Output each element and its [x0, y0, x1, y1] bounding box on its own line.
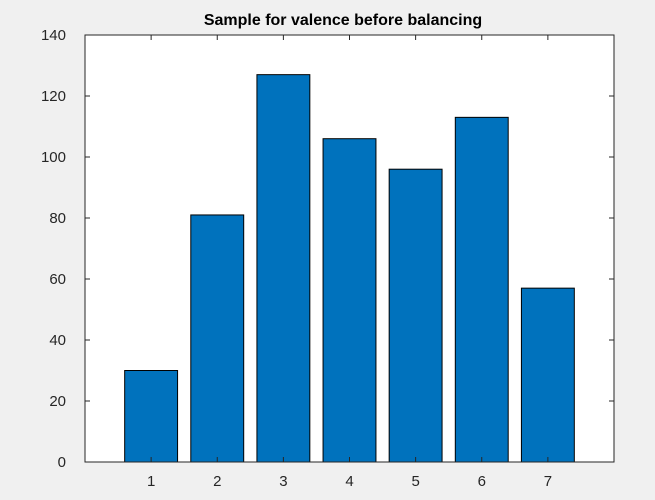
bar-1 [124, 370, 179, 463]
y-tick-label-20: 20 [49, 393, 66, 410]
bars-group [124, 74, 575, 463]
chart-title: Sample for valence before balancing [204, 12, 482, 29]
y-tick-label-80: 80 [49, 210, 66, 227]
ticks-group [85, 34, 614, 463]
x-tick-label-5: 5 [411, 473, 419, 490]
y-tick-label-140: 140 [41, 27, 66, 44]
bar-3 [256, 74, 311, 463]
bar-6 [454, 116, 509, 463]
x-tick-label-4: 4 [345, 473, 353, 490]
y-tick-label-120: 120 [41, 88, 66, 105]
x-tick-label-1: 1 [147, 473, 155, 490]
tick-labels-group: 1 2 3 4 5 6 7 0 20 40 60 80 100 120 140 [41, 27, 552, 490]
x-tick-label-2: 2 [213, 473, 221, 490]
y-tick-label-60: 60 [49, 271, 66, 288]
bar-4 [322, 138, 377, 463]
x-tick-label-7: 7 [544, 473, 552, 490]
x-tick-label-6: 6 [478, 473, 486, 490]
bar-7 [520, 287, 575, 463]
y-tick-label-100: 100 [41, 149, 66, 166]
x-tick-label-3: 3 [279, 473, 287, 490]
y-tick-label-40: 40 [49, 332, 66, 349]
y-tick-label-0: 0 [58, 454, 66, 471]
bar-5 [388, 168, 443, 463]
bar-2 [190, 214, 245, 463]
